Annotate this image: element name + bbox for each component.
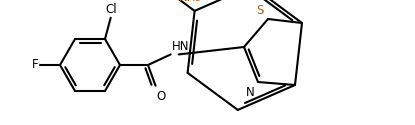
Text: F: F [32,58,38,71]
Text: NH₂: NH₂ [179,0,201,4]
Text: N: N [246,86,255,99]
Text: S: S [256,4,264,17]
Text: Cl: Cl [105,3,117,16]
Text: HN: HN [172,40,189,53]
Text: O: O [156,90,166,103]
